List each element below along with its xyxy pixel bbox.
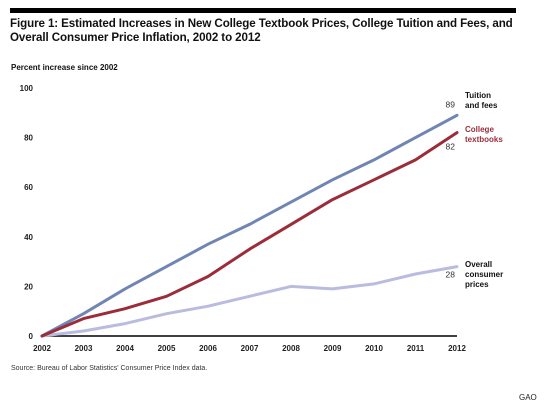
chart-axes: 0 20 40 60 80 100 2002 2003 2004 2005 2006 2007 2008…	[20, 84, 467, 353]
x-tick-label: 2007	[241, 344, 259, 353]
end-value-label: 89	[446, 99, 456, 109]
series-line-college-textbooks	[40, 131, 459, 338]
end-value-label: 82	[446, 142, 456, 152]
x-tick-label: 2002	[33, 344, 51, 353]
chart-labels: 89 82 28 Tuition and fees College textbooks Ove…	[446, 91, 504, 289]
y-tick-label: 0	[29, 332, 34, 341]
series-label: College textbooks	[465, 125, 503, 144]
x-tick-label: 2005	[158, 344, 176, 353]
x-tick-label: 2010	[365, 344, 383, 353]
title-rule	[10, 8, 516, 13]
x-tick-label: 2011	[407, 344, 425, 353]
y-axis-label: Percent increase since 2002	[11, 63, 118, 72]
source-note: Source: Bureau of Labor Statistics' Cons…	[11, 365, 208, 372]
x-tick-label: 2012	[448, 344, 466, 353]
series-line-overall-consumer-prices	[40, 265, 459, 338]
series-label: Overall consumer prices	[465, 260, 503, 289]
y-tick-label: 100	[20, 84, 34, 93]
credit-gao: GAO	[519, 393, 537, 402]
y-tick-label: 40	[24, 233, 33, 242]
y-tick-label: 20	[24, 282, 33, 291]
x-tick-label: 2009	[324, 344, 342, 353]
figure-title: Figure 1: Estimated Increases in New Col…	[10, 17, 513, 44]
end-value-label: 28	[446, 270, 456, 280]
chart-lines	[40, 113, 459, 338]
y-tick-label: 60	[24, 183, 33, 192]
x-tick-label: 2006	[199, 344, 217, 353]
series-line-tuition-and-fees	[40, 113, 459, 338]
series-label: Tuition and fees	[465, 91, 498, 110]
y-tick-label: 80	[24, 134, 33, 143]
x-tick-label: 2008	[282, 344, 300, 353]
x-tick-label: 2003	[75, 344, 93, 353]
x-tick-label: 2004	[116, 344, 134, 353]
